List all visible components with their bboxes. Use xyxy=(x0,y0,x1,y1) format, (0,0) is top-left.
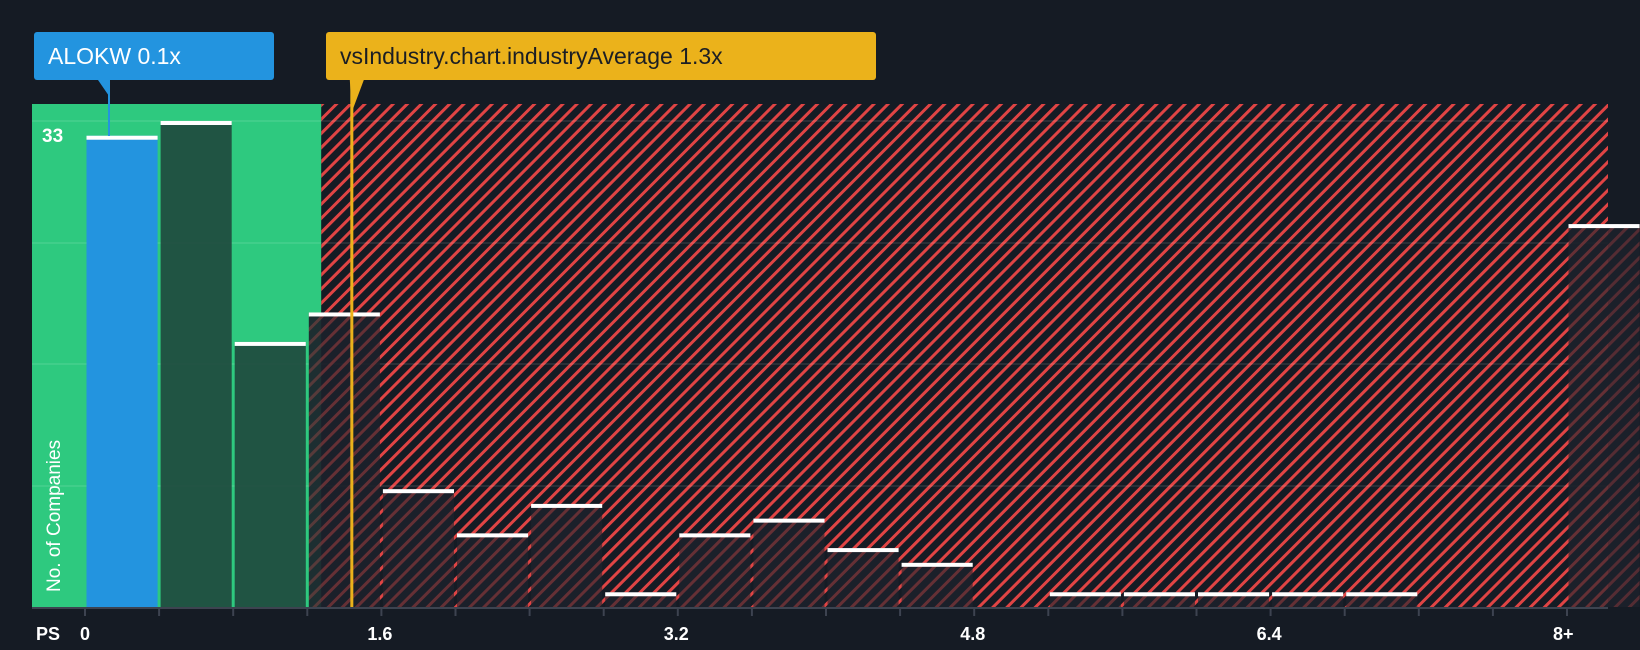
x-tick-label: 1.6 xyxy=(367,624,393,644)
bar-cap xyxy=(1568,224,1640,229)
bar-cap xyxy=(234,341,306,346)
histogram-bar xyxy=(86,135,158,607)
bar-cap xyxy=(901,562,973,567)
histogram-bar xyxy=(234,341,306,607)
bar-cap xyxy=(1123,592,1195,597)
bar-cap xyxy=(382,489,454,494)
x-tick-label: 6.4 xyxy=(1256,624,1282,644)
bar-cap xyxy=(753,518,825,523)
bar-cap xyxy=(1346,592,1418,597)
histogram-bar xyxy=(160,121,232,607)
bar-cap xyxy=(531,503,603,508)
histogram-bar xyxy=(901,562,973,607)
x-tick-label: 3.2 xyxy=(663,624,689,644)
x-tick-label: 4.8 xyxy=(960,624,986,644)
bar-cap xyxy=(1049,592,1121,597)
x-axis-title: PS xyxy=(36,624,61,644)
bar-cap xyxy=(679,533,751,538)
bar-cap xyxy=(827,548,899,553)
histogram-bar xyxy=(827,548,899,607)
industry-pointer-tip xyxy=(349,80,364,112)
histogram-bar xyxy=(1568,224,1640,607)
histogram-bar xyxy=(531,503,603,607)
histogram-bar xyxy=(308,312,380,607)
x-tick-label: 8+ xyxy=(1553,624,1574,644)
company-ps-label: ALOKW 0.1x xyxy=(34,32,274,80)
company-pointer-tip xyxy=(98,80,110,96)
industry-average-label: vsIndustry.chart.industryAverage 1.3x xyxy=(326,32,876,80)
y-axis-title: No. of Companies xyxy=(44,439,65,592)
y-axis-max-label: 33 xyxy=(42,126,64,147)
bar-cap xyxy=(457,533,529,538)
bar-cap xyxy=(1272,592,1344,597)
bar-cap xyxy=(308,312,380,317)
x-tick-label: 0 xyxy=(80,624,91,644)
histogram-bar xyxy=(457,533,529,607)
bar-cap xyxy=(1198,592,1270,597)
bar-cap xyxy=(86,135,158,140)
overvalued-zone xyxy=(321,104,1608,607)
histogram-bar xyxy=(753,518,825,607)
bar-cap xyxy=(160,121,232,125)
bar-cap xyxy=(605,592,677,597)
histogram-bar xyxy=(679,533,751,607)
histogram-bar xyxy=(382,489,454,607)
